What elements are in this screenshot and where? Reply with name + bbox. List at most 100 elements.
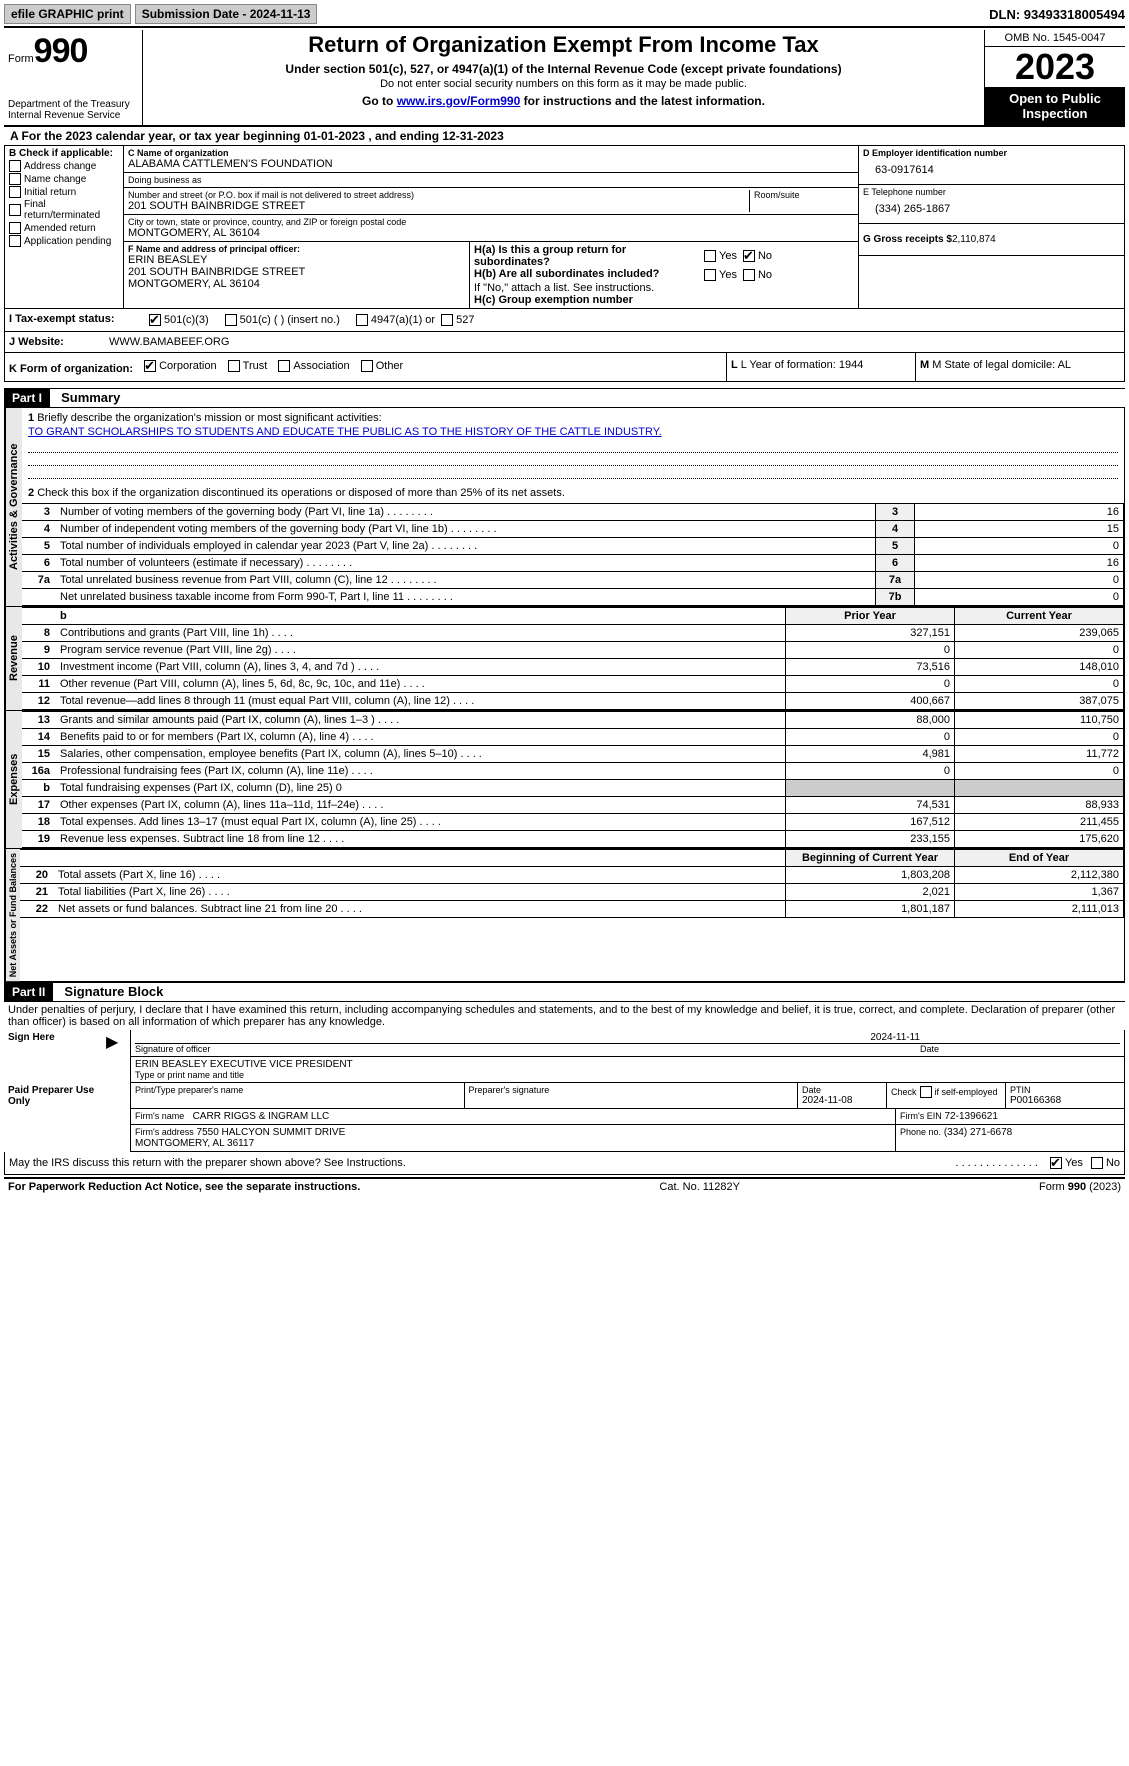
row-k-form-org: K Form of organization: Corporation Trus…	[4, 353, 1125, 382]
perjury-declaration: Under penalties of perjury, I declare th…	[4, 1002, 1125, 1030]
governance-table: 3Number of voting members of the governi…	[22, 503, 1124, 606]
irs-label: Internal Revenue Service	[8, 110, 138, 121]
table-row: 16aProfessional fundraising fees (Part I…	[22, 763, 1124, 780]
dln-text: DLN: 93493318005494	[989, 7, 1125, 22]
table-row: 13Grants and similar amounts paid (Part …	[22, 712, 1124, 729]
vlabel-governance: Activities & Governance	[5, 408, 22, 606]
discuss-no-checkbox[interactable]	[1091, 1157, 1103, 1169]
form-subtitle: Under section 501(c), 527, or 4947(a)(1)…	[149, 62, 978, 76]
checkbox-name-change[interactable]: Name change	[9, 173, 119, 185]
part1-revenue: Revenue bPrior YearCurrent Year 8Contrib…	[4, 607, 1125, 711]
checkbox-final-return-terminated[interactable]: Final return/terminated	[9, 199, 119, 221]
checkbox-address-change[interactable]: Address change	[9, 160, 119, 172]
501c-checkbox[interactable]	[225, 314, 237, 326]
paid-preparer-label: Paid Preparer Use Only	[4, 1083, 102, 1152]
netassets-table: Beginning of Current YearEnd of Year 20T…	[20, 849, 1124, 918]
checkbox-initial-return[interactable]: Initial return	[9, 186, 119, 198]
checkbox-amended-return[interactable]: Amended return	[9, 222, 119, 234]
group-return-cell: H(a) Is this a group return for subordin…	[469, 242, 858, 308]
table-row: 10Investment income (Part VIII, column (…	[22, 659, 1124, 676]
col-b-header: B Check if applicable:	[9, 148, 119, 159]
ha-no-checkbox[interactable]	[743, 250, 755, 262]
table-row: 20Total assets (Part X, line 16) . . . .…	[20, 867, 1124, 884]
sign-here-label: Sign Here	[4, 1030, 102, 1083]
trust-checkbox[interactable]	[228, 360, 240, 372]
org-name-cell: C Name of organization ALABAMA CATTLEMEN…	[124, 146, 858, 173]
table-row: 8Contributions and grants (Part VIII, li…	[22, 625, 1124, 642]
open-public-badge: Open to Public Inspection	[985, 87, 1125, 125]
table-row: 22Net assets or fund balances. Subtract …	[20, 901, 1124, 918]
irs-link[interactable]: www.irs.gov/Form990	[397, 94, 521, 108]
501c3-checkbox[interactable]	[149, 314, 161, 326]
vlabel-revenue: Revenue	[5, 607, 22, 710]
form-number: 990	[34, 32, 88, 70]
table-row: 6Total number of volunteers (estimate if…	[22, 555, 1124, 572]
table-row: 5Total number of individuals employed in…	[22, 538, 1124, 555]
arrow-icon: ▶	[106, 1034, 118, 1051]
omb-number: OMB No. 1545-0047	[985, 30, 1125, 47]
page-footer: For Paperwork Reduction Act Notice, see …	[4, 1177, 1125, 1195]
ssn-note: Do not enter social security numbers on …	[149, 78, 978, 90]
goto-line: Go to www.irs.gov/Form990 for instructio…	[149, 94, 978, 108]
city-cell: City or town, state or province, country…	[124, 215, 858, 242]
officer-cell: F Name and address of principal officer:…	[124, 242, 469, 308]
row-a-taxyear: A For the 2023 calendar year, or tax yea…	[4, 127, 1125, 146]
q1-text: Briefly describe the organization's miss…	[37, 412, 381, 424]
q2-text: Check this box if the organization disco…	[37, 487, 565, 499]
table-row: 12Total revenue—add lines 8 through 11 (…	[22, 693, 1124, 710]
table-row: 15Salaries, other compensation, employee…	[22, 746, 1124, 763]
row-j-website: J Website: WWW.BAMABEEF.ORG	[4, 332, 1125, 353]
discuss-row: May the IRS discuss this return with the…	[4, 1152, 1125, 1175]
phone-cell: E Telephone number (334) 265-1867	[859, 185, 1124, 224]
part1-body: Activities & Governance 1 Briefly descri…	[4, 408, 1125, 607]
dba-cell: Doing business as	[124, 173, 858, 188]
ha-yes-checkbox[interactable]	[704, 250, 716, 262]
expenses-table: 13Grants and similar amounts paid (Part …	[22, 711, 1124, 848]
submission-button[interactable]: Submission Date - 2024-11-13	[135, 4, 318, 24]
discuss-yes-checkbox[interactable]	[1050, 1157, 1062, 1169]
part2-header-row: Part II Signature Block	[4, 982, 1125, 1002]
table-row: 11Other revenue (Part VIII, column (A), …	[22, 676, 1124, 693]
gross-cell: G Gross receipts $2,110,874	[859, 224, 1124, 256]
form-header: Form990 Department of the Treasury Inter…	[4, 30, 1125, 127]
corp-checkbox[interactable]	[144, 360, 156, 372]
table-row: 14Benefits paid to or for members (Part …	[22, 729, 1124, 746]
vlabel-expenses: Expenses	[5, 711, 22, 848]
table-row: 4Number of independent voting members of…	[22, 521, 1124, 538]
form-title: Return of Organization Exempt From Incom…	[149, 32, 978, 58]
efile-button[interactable]: efile GRAPHIC print	[4, 4, 131, 24]
year-formation: L L Year of formation: 1944	[726, 353, 915, 381]
tax-year: 2023	[985, 47, 1125, 87]
527-checkbox[interactable]	[441, 314, 453, 326]
address-cell: Number and street (or P.O. box if mail i…	[124, 188, 858, 215]
assoc-checkbox[interactable]	[278, 360, 290, 372]
revenue-table: bPrior YearCurrent Year 8Contributions a…	[22, 607, 1124, 710]
table-row: 9Program service revenue (Part VIII, lin…	[22, 642, 1124, 659]
state-domicile: M M State of legal domicile: AL	[915, 353, 1124, 381]
vlabel-netassets: Net Assets or Fund Balances	[5, 849, 20, 981]
form-word: Form	[8, 53, 34, 65]
mission-text: TO GRANT SCHOLARSHIPS TO STUDENTS AND ED…	[28, 426, 1118, 438]
other-checkbox[interactable]	[361, 360, 373, 372]
table-row: Net unrelated business taxable income fr…	[22, 589, 1124, 606]
ein-cell: D Employer identification number 63-0917…	[859, 146, 1124, 185]
signature-table: Sign Here ▶ 2024-11-11 Signature of offi…	[4, 1030, 1125, 1152]
hb-no-checkbox[interactable]	[743, 269, 755, 281]
table-row: 17Other expenses (Part IX, column (A), l…	[22, 797, 1124, 814]
col-b-checkboxes: B Check if applicable: Address changeNam…	[5, 146, 124, 308]
dept-treasury: Department of the Treasury	[8, 99, 138, 110]
top-bar: efile GRAPHIC print Submission Date - 20…	[4, 4, 1125, 24]
row-i-tax-status: I Tax-exempt status: 501(c)(3) 501(c) ( …	[4, 309, 1125, 332]
table-row: 3Number of voting members of the governi…	[22, 504, 1124, 521]
table-row: 7aTotal unrelated business revenue from …	[22, 572, 1124, 589]
self-employed-checkbox[interactable]	[920, 1086, 932, 1098]
4947-checkbox[interactable]	[356, 314, 368, 326]
part1-expenses: Expenses 13Grants and similar amounts pa…	[4, 711, 1125, 849]
table-row: 21Total liabilities (Part X, line 26) . …	[20, 884, 1124, 901]
checkbox-application-pending[interactable]: Application pending	[9, 235, 119, 247]
hb-yes-checkbox[interactable]	[704, 269, 716, 281]
divider	[4, 26, 1125, 28]
table-row: 19Revenue less expenses. Subtract line 1…	[22, 831, 1124, 848]
table-row: bTotal fundraising expenses (Part IX, co…	[22, 780, 1124, 797]
entity-block: B Check if applicable: Address changeNam…	[4, 146, 1125, 309]
